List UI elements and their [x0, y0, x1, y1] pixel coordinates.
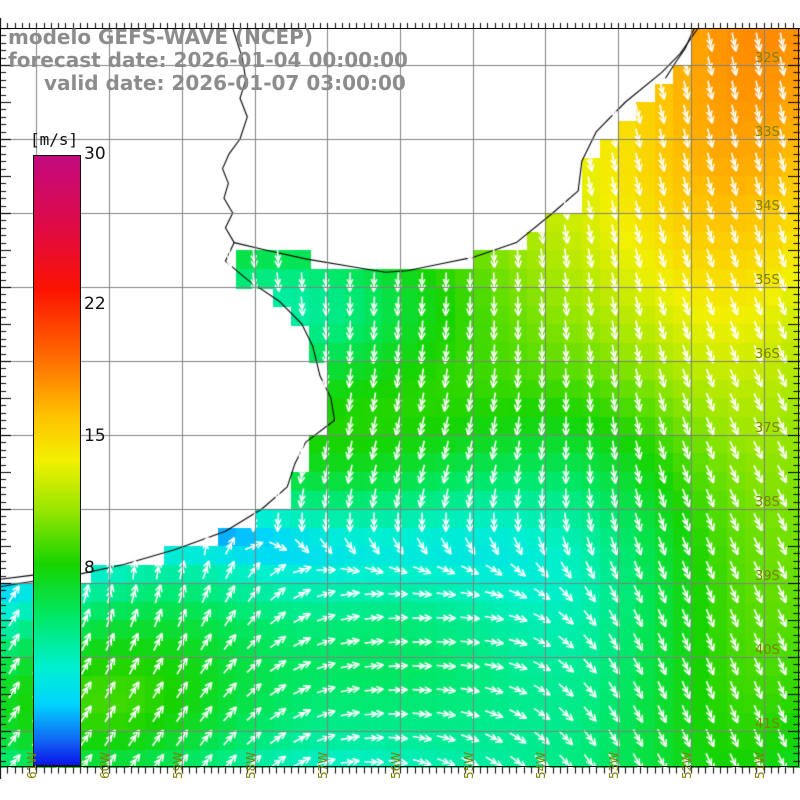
colorbar-gradient: [33, 155, 81, 766]
lat-label-38S: 38S: [755, 495, 780, 510]
lat-label-39S: 39S: [755, 569, 780, 584]
lat-label-35S: 35S: [755, 273, 780, 288]
axis-ticks-top: [0, 18, 800, 29]
map-plot-area[interactable]: [0, 28, 800, 768]
lon-label-56W: 56W: [389, 751, 403, 779]
lat-label-32S: 32S: [755, 51, 780, 66]
lon-label-53W: 53W: [607, 751, 622, 779]
lat-label-37S: 37S: [755, 421, 780, 436]
lat-label-34S: 34S: [755, 199, 780, 214]
lon-label-59W: 59W: [170, 751, 185, 779]
lon-label-55W: 55W: [461, 751, 476, 779]
colorbar-tick-22: 22: [84, 294, 106, 315]
colorbar[interactable]: [33, 155, 81, 766]
colorbar-tick-30: 30: [84, 144, 106, 164]
colorbar-tick-8: 8: [84, 557, 95, 578]
lon-label-54W: 54W: [534, 751, 549, 779]
axis-ticks-right: [788, 28, 800, 768]
colorbar-unit-label: [m/s]: [30, 130, 79, 149]
lon-label-52W: 52W: [679, 751, 694, 779]
lon-label-58W: 58W: [243, 751, 258, 779]
lat-label-40S: 40S: [755, 643, 780, 658]
lat-label-36S: 36S: [755, 347, 780, 362]
lat-label-41S: 41S: [755, 717, 780, 732]
lon-label-61W: 61W: [25, 751, 40, 779]
lon-label-57W: 57W: [316, 751, 331, 779]
graticule-layer: [0, 28, 800, 768]
axis-ticks-bottom: [0, 767, 800, 779]
lat-label-33S: 33S: [755, 125, 780, 140]
axis-ticks-left: [0, 28, 11, 768]
colorbar-tick-15: 15: [84, 426, 106, 446]
lon-label-51W: 51W: [752, 751, 767, 779]
lon-label-60W: 60W: [98, 751, 113, 779]
